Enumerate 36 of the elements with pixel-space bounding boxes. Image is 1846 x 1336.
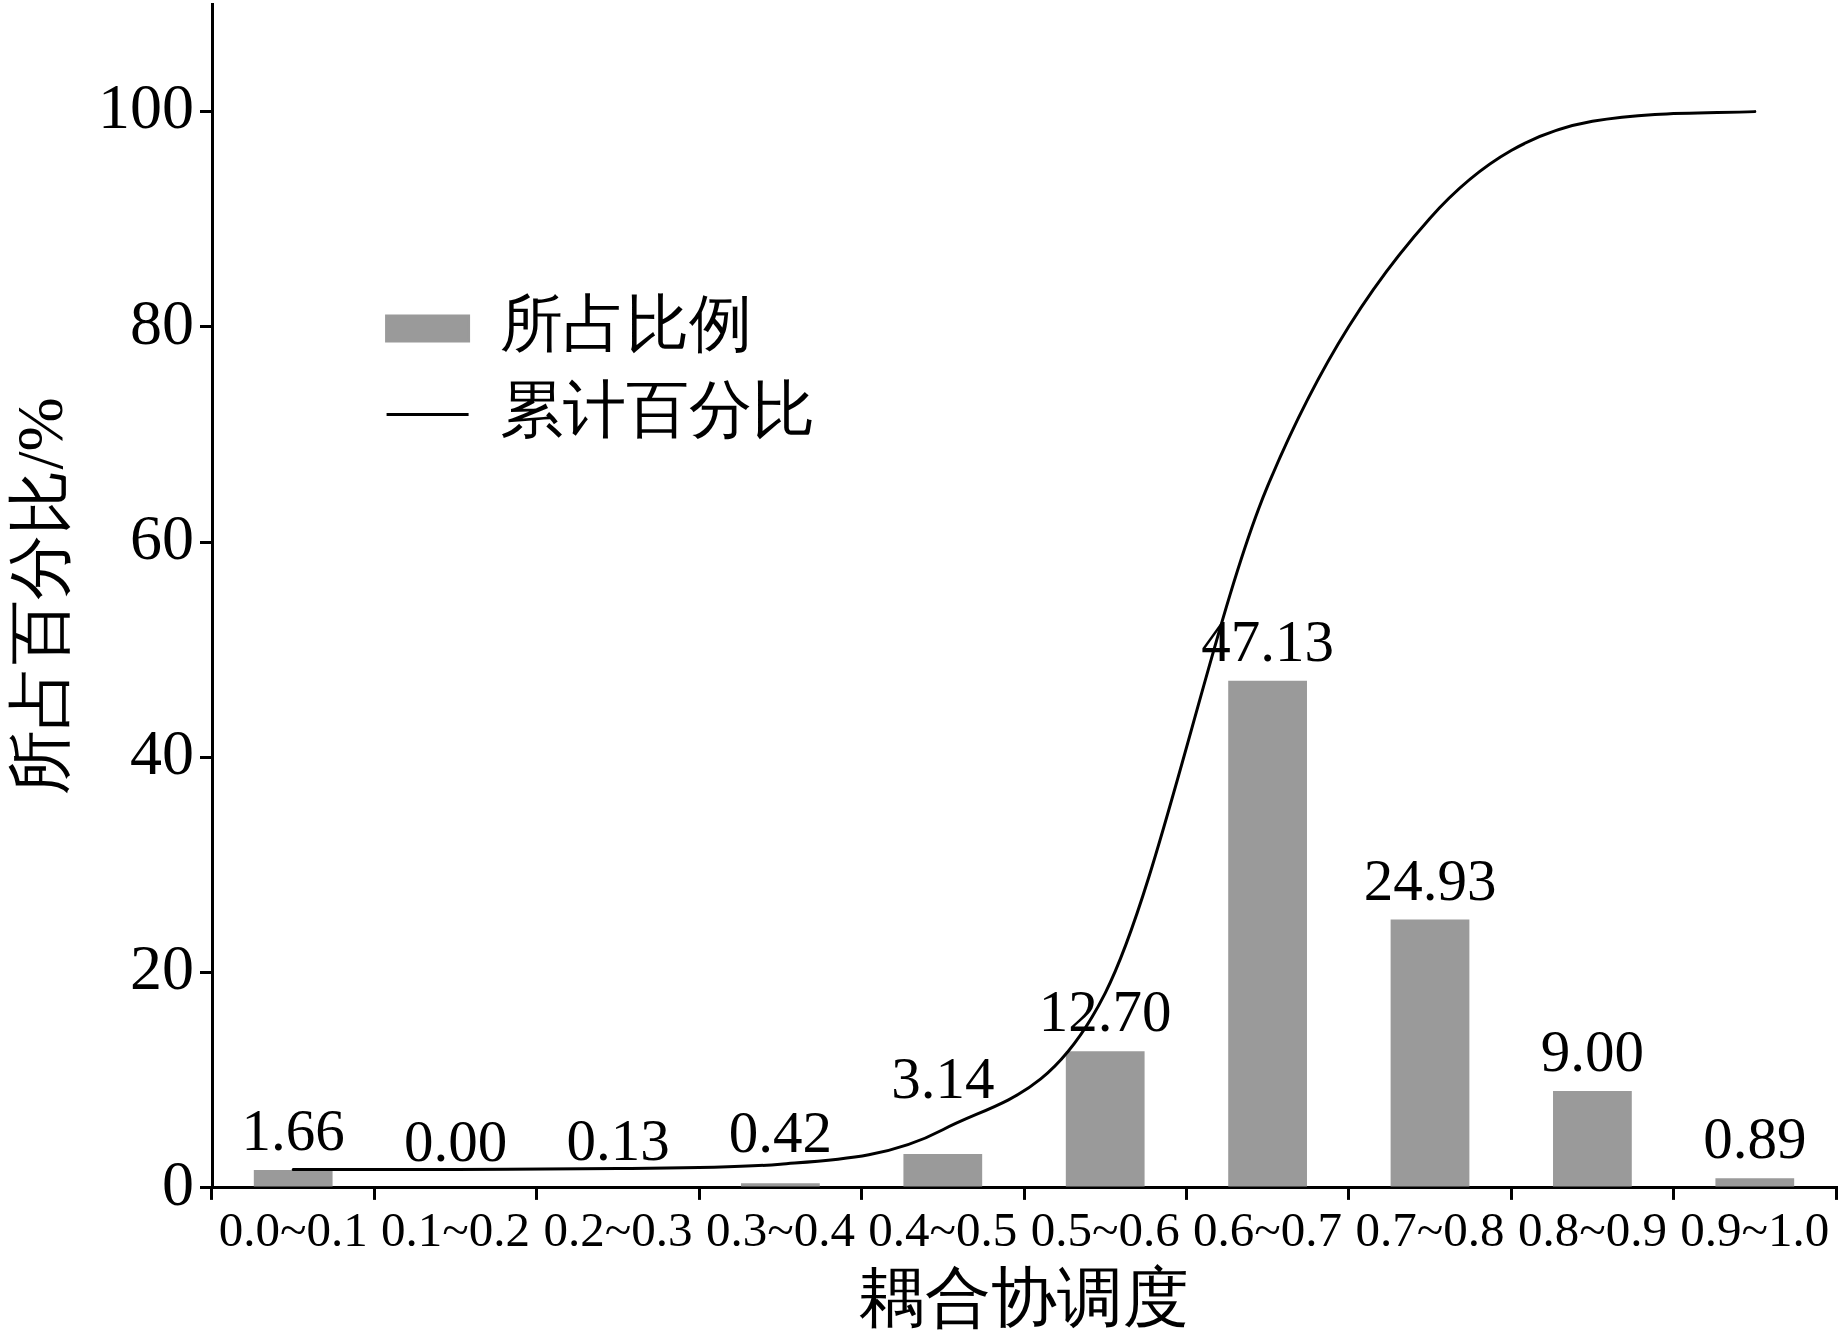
- data-label: 9.00: [1540, 1018, 1645, 1085]
- y-tick-label: 0: [162, 1147, 194, 1219]
- x-axis-title: 耦合协调度: [859, 1260, 1189, 1334]
- data-label: 0.00: [403, 1108, 508, 1175]
- data-label: 3.14: [891, 1045, 995, 1112]
- data-label: 1.66: [241, 1097, 345, 1164]
- bar: [1228, 680, 1307, 1187]
- y-tick-label: 20: [130, 932, 194, 1004]
- bar: [1065, 1051, 1145, 1187]
- x-tick-label: 0.7~0.8: [1355, 1202, 1505, 1258]
- y-tick-label: 60: [130, 501, 194, 573]
- x-tick-label: 0.6~0.7: [1193, 1202, 1343, 1258]
- bar: [1553, 1091, 1632, 1187]
- data-label: 0.13: [566, 1107, 670, 1174]
- x-tick-label: 0.0~0.1: [218, 1202, 368, 1258]
- x-tick-label: 0.1~0.2: [381, 1202, 531, 1258]
- x-tick-label: 0.8~0.9: [1517, 1202, 1667, 1258]
- bar: [741, 1183, 820, 1187]
- y-tick-label: 100: [98, 71, 194, 143]
- y-axis-title: 所占百分比/%: [4, 397, 77, 795]
- x-tick-label: 0.9~1.0: [1680, 1202, 1830, 1258]
- bar: [903, 1154, 983, 1187]
- bar: [1715, 1178, 1795, 1187]
- bar: [1390, 919, 1470, 1187]
- bar: [253, 1170, 333, 1187]
- legend-label: 累计百分比: [500, 374, 816, 445]
- x-tick-label: 0.3~0.4: [705, 1202, 855, 1258]
- x-tick-label: 0.4~0.5: [868, 1202, 1018, 1258]
- y-tick-label: 80: [130, 286, 194, 358]
- data-label: 0.89: [1703, 1105, 1807, 1172]
- y-tick-label: 40: [130, 717, 194, 789]
- data-label: 0.42: [728, 1098, 833, 1165]
- x-tick-label: 0.2~0.3: [543, 1202, 693, 1258]
- legend-label: 所占比例: [500, 288, 753, 359]
- data-label: 24.93: [1363, 846, 1497, 913]
- x-tick-label: 0.5~0.6: [1030, 1202, 1180, 1258]
